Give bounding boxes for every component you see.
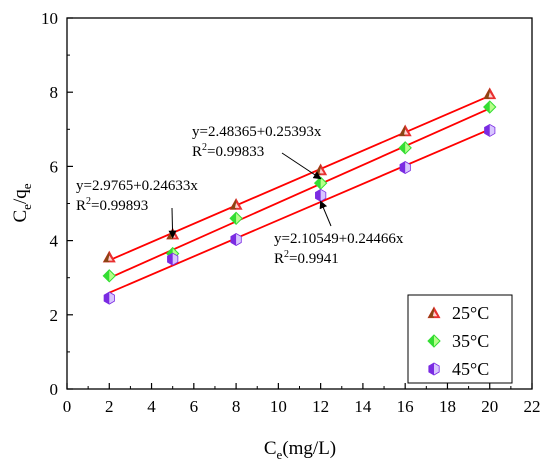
legend-box [407,294,513,384]
legend-marker [427,334,441,348]
data-points [102,87,497,305]
y-tick-label: 10 [41,9,58,28]
data-point [483,87,497,100]
x-tick-label: 20 [481,397,498,416]
legend-label: 35°C [452,331,489,351]
r-squared: R2=0.9941 [274,249,339,267]
x-tick-label: 12 [312,397,329,416]
y-tick-label: 8 [50,83,59,102]
x-tick-label: 14 [354,397,372,416]
data-point [102,269,116,283]
fit-line [108,128,491,294]
y-tick-label: 2 [50,306,59,325]
data-point [313,176,328,190]
data-point [229,211,243,226]
data-point [398,124,412,137]
x-axis: 0 2 4 6 8 10 12 14 16 18 20 22 [63,383,541,416]
data-point [399,161,411,174]
x-tick-label: 8 [232,397,241,416]
x-tick-label: 18 [439,397,456,416]
fit-equation: y=2.10549+0.24466x [274,231,404,247]
data-point [102,250,116,263]
data-point [229,197,243,210]
r-squared: R2=0.99893 [76,196,148,214]
annotation-arrow [281,152,322,180]
x-axis-title: Ce(mg/L) [264,438,336,462]
x-tick-label: 4 [147,397,156,416]
x-tick-label: 2 [105,397,114,416]
y-tick-label: 4 [50,232,59,251]
x-tick-label: 10 [270,397,287,416]
legend-marker [428,362,440,376]
data-point [314,163,328,176]
data-point [484,123,496,137]
data-point [103,291,115,305]
y-tick-label: 0 [50,380,59,399]
data-point [167,252,179,266]
x-tick-label: 22 [524,397,541,416]
annotation-arrow [168,207,177,239]
legend-label: 25°C [452,303,489,323]
fit-equation: y=2.9765+0.24633x [76,178,198,194]
y-axis: 0 2 4 6 8 10 [41,9,73,399]
annotation-arrow [319,200,332,227]
fit-equation: y=2.48365+0.25393x [192,124,322,140]
x-tick-label: 16 [397,397,414,416]
data-point [230,233,242,246]
data-point [483,100,497,114]
y-axis-title: Ce/qe [10,183,34,222]
data-point [315,188,327,202]
y-tick-label: 6 [50,157,59,176]
r-squared: R2=0.99833 [192,142,264,160]
legend-marker [427,306,441,319]
x-tick-label: 6 [190,397,199,416]
equation-annotations: y=2.9765+0.24633x R2=0.99893 y=2.48365+0.2… [76,124,404,267]
legend-label: 45°C [452,359,489,379]
legend: 25°C 35°C 45°C [407,294,513,384]
data-point [398,141,412,155]
x-tick-label: 0 [63,397,72,416]
